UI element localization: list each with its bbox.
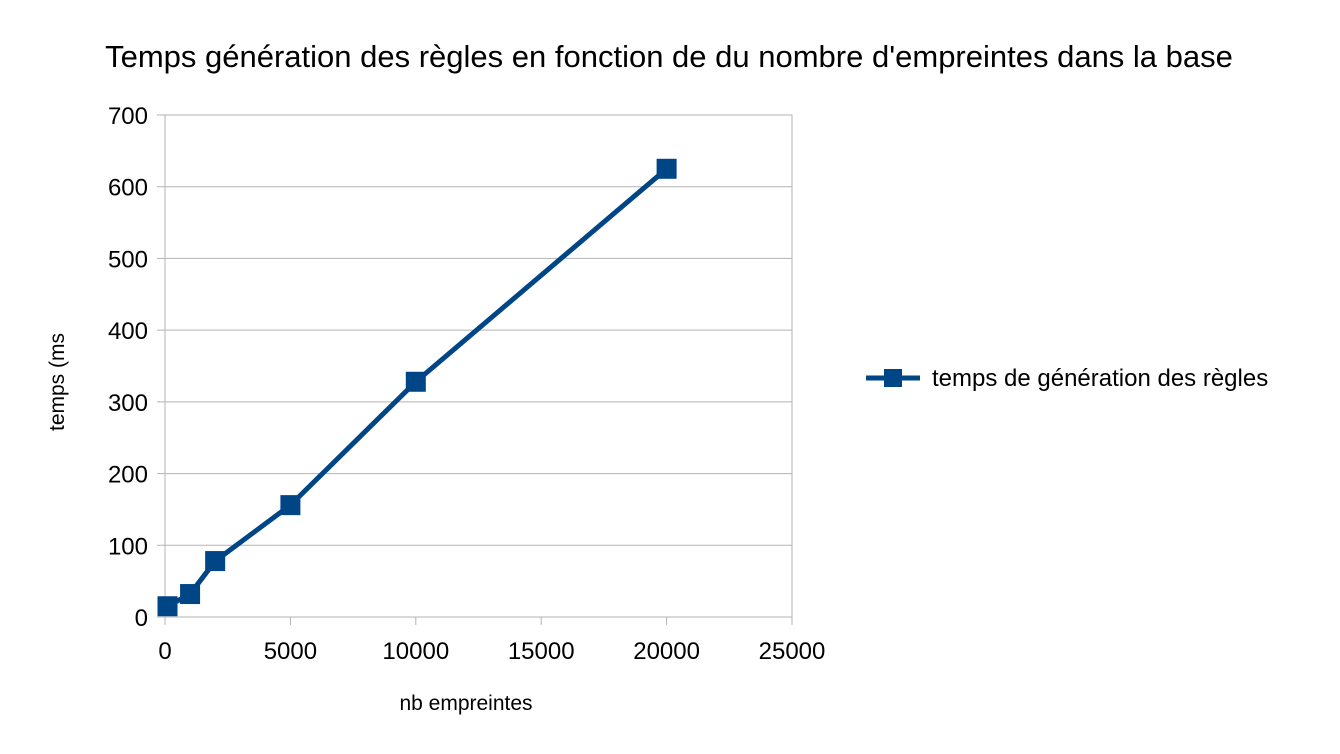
- x-tick-label: 0: [158, 638, 171, 665]
- series-layer: [157, 158, 677, 617]
- legend-label: temps de génération des règles: [932, 365, 1268, 392]
- y-tick-label: 400: [108, 318, 148, 345]
- y-tick-label: 200: [108, 462, 148, 489]
- data-point-marker: [180, 584, 201, 605]
- chart-title: Temps génération des règles en fonction …: [105, 39, 1233, 74]
- y-tick-label: 600: [108, 175, 148, 202]
- x-axis-ticks: 0 5000 10000 15000 20000 25000: [158, 638, 825, 665]
- x-tick-label: 10000: [382, 638, 449, 665]
- data-point-marker: [157, 596, 178, 617]
- y-tick-label: 0: [135, 605, 148, 632]
- data-point-marker: [205, 551, 226, 572]
- x-axis-title: nb empreintes: [399, 692, 532, 715]
- y-tick-label: 300: [108, 390, 148, 417]
- x-tick-label: 25000: [759, 638, 826, 665]
- plot-area-frame: [164, 114, 793, 618]
- data-point-marker: [280, 495, 301, 516]
- legend-marker-swatch: [884, 369, 902, 387]
- y-tick-label: 700: [108, 103, 148, 130]
- x-tick-label: 20000: [633, 638, 700, 665]
- legend: temps de génération des règles: [866, 365, 1268, 392]
- data-point-marker: [405, 371, 426, 392]
- grid-lines: [157, 114, 793, 625]
- y-axis-title: temps (ms: [46, 333, 69, 431]
- x-tick-label: 15000: [508, 638, 575, 665]
- y-tick-label: 100: [108, 533, 148, 560]
- data-point-marker: [656, 158, 677, 179]
- y-tick-label: 500: [108, 246, 148, 273]
- x-tick-label: 5000: [264, 638, 317, 665]
- y-axis-ticks: 0 100 200 300 400 500 600 700: [108, 103, 148, 632]
